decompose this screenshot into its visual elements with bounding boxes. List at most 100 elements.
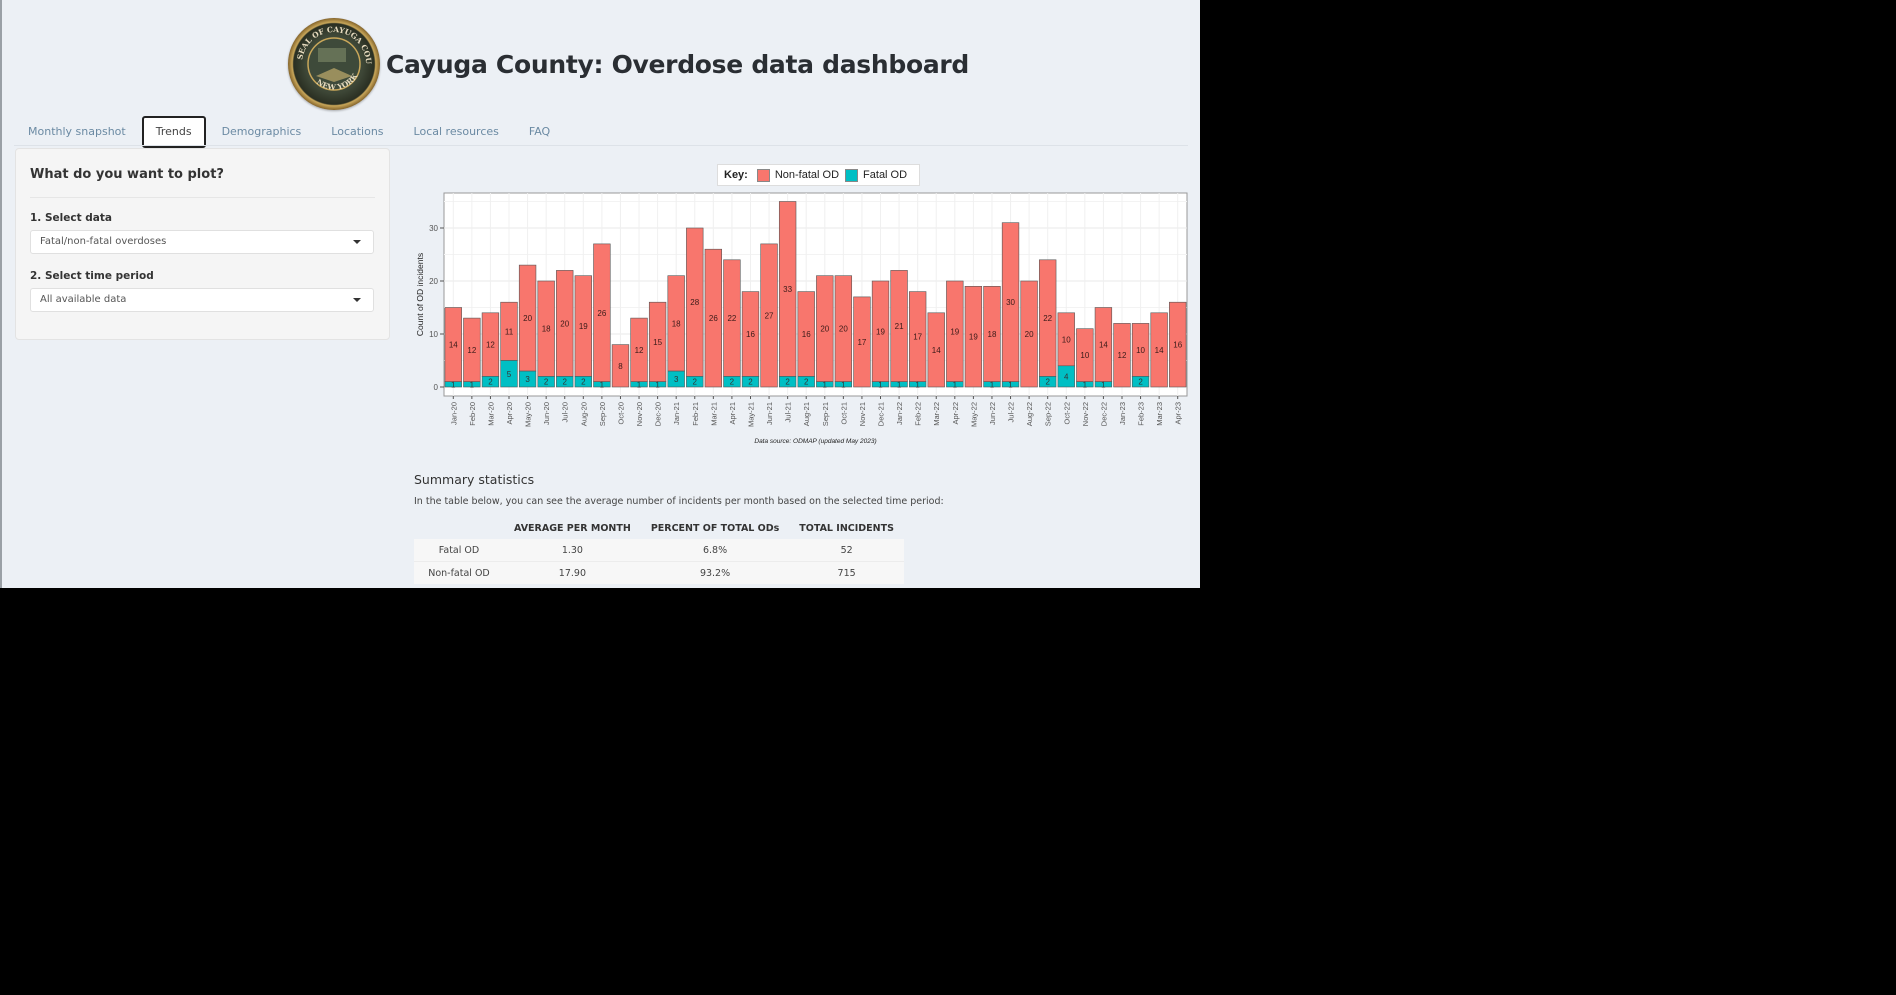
legend-key-label: Key:	[724, 169, 748, 181]
x-tick-label: Jan-20	[449, 402, 458, 425]
bar-value-label: 2	[488, 378, 493, 387]
bar-non-fatal	[964, 286, 983, 388]
bar-value-label: 2	[748, 378, 753, 387]
x-tick-label: Aug-20	[579, 402, 588, 426]
bar-non-fatal	[927, 312, 945, 388]
cell-percent: 6.8%	[640, 539, 790, 562]
panel-divider	[30, 197, 375, 198]
x-tick-label: Apr-21	[728, 402, 737, 425]
main-tabs: Monthly snapshot Trends Demographics Locati…	[14, 116, 566, 148]
bar-value-label: 2	[1138, 378, 1143, 387]
bar-fatal	[574, 376, 592, 388]
x-tick-label: Sep-21	[821, 402, 830, 426]
x-tick-label: Jun-21	[765, 402, 774, 425]
bar-non-fatal	[1020, 280, 1038, 388]
bar-value-label: 5	[507, 370, 512, 379]
bar-value-label: 12	[635, 346, 644, 355]
bar-non-fatal	[853, 296, 871, 388]
bar-value-label: 16	[1173, 341, 1182, 350]
bar-fatal	[778, 376, 797, 388]
bar-value-label: 1	[637, 380, 642, 389]
bar-value-label: 14	[1099, 341, 1108, 350]
bar-value-label: 21	[895, 322, 904, 331]
x-tick-label: Mar-22	[932, 402, 941, 426]
bar-value-label: 1	[953, 380, 958, 389]
bar-value-label: 30	[1006, 298, 1015, 307]
bar-value-label: 17	[913, 333, 922, 342]
select-data-dropdown[interactable]: Fatal/non-fatal overdoses	[30, 230, 374, 254]
chevron-down-icon	[353, 298, 361, 302]
legend-item-fatal: Fatal OD	[863, 169, 908, 181]
plot-area	[443, 192, 1188, 397]
bar-value-label: 1	[841, 380, 846, 389]
bar-value-label: 8	[618, 362, 623, 371]
page-title: Cayuga County: Overdose data dashboard	[386, 49, 970, 79]
bar-fatal	[444, 381, 462, 388]
summary-description: In the table below, you can see the aver…	[414, 496, 944, 507]
bar-non-fatal	[1169, 301, 1187, 388]
col-header-percent: PERCENT OF TOTAL ODs	[640, 517, 790, 539]
bar-value-label: 1	[1008, 380, 1013, 389]
tab-monthly-snapshot[interactable]: Monthly snapshot	[28, 125, 126, 138]
bar-value-label: 12	[1118, 351, 1127, 360]
bar-fatal	[537, 376, 555, 388]
x-tick-label: Sep-20	[598, 402, 607, 426]
x-tick-label: Dec-22	[1099, 402, 1108, 426]
table-header-row: AVERAGE PER MONTH PERCENT OF TOTAL ODs T…	[414, 517, 904, 539]
select-period-value: All available data	[40, 294, 127, 305]
bar-fatal	[463, 381, 481, 388]
bar-value-label: 1	[600, 380, 605, 389]
county-seal-logo: SEAL OF CAYUGA COUNTY NEW YORK	[288, 18, 380, 110]
summary-heading: Summary statistics	[414, 472, 535, 487]
trend-chart: Key: Non-fatal OD Fatal OD 0 10 20 30 Count …	[402, 155, 1200, 455]
bar-value-label: 11	[505, 327, 514, 336]
x-tick-label: May-21	[746, 402, 755, 427]
bar-fatal	[1131, 376, 1150, 388]
bar-value-label: 1	[1101, 380, 1106, 389]
x-tick-label: Feb-23	[1137, 402, 1146, 426]
x-tick-label: Jul-20	[561, 402, 570, 422]
x-tick-label: Oct-21	[839, 402, 848, 425]
bar-value-label: 2	[785, 378, 790, 387]
bar-fatal	[1039, 376, 1057, 388]
bar-value-label: 1	[655, 380, 660, 389]
row-label: Non-fatal OD	[414, 561, 504, 584]
bar-value-label: 20	[523, 314, 532, 323]
bar-value-label: 14	[449, 341, 458, 350]
y-tick-label: 0	[434, 383, 439, 392]
bar-value-label: 27	[765, 311, 774, 320]
bar-fatal	[890, 381, 908, 388]
plot-options-panel: What do you want to plot? 1. Select data…	[15, 148, 390, 340]
chevron-down-icon	[353, 240, 361, 244]
x-tick-label: Jan-21	[672, 402, 681, 425]
bar-value-label: 15	[653, 338, 662, 347]
bar-value-label: 16	[802, 330, 811, 339]
bar-non-fatal	[611, 344, 630, 388]
tab-demographics[interactable]: Demographics	[221, 125, 302, 138]
select-period-dropdown[interactable]: All available data	[30, 288, 374, 312]
tab-local-resources[interactable]: Local resources	[413, 125, 499, 138]
bar-value-label: 22	[1043, 314, 1052, 323]
x-tick-label: Jan-22	[895, 402, 904, 425]
bar-fatal	[797, 376, 815, 388]
x-tick-label: Dec-20	[654, 402, 663, 426]
bar-fatal	[667, 370, 685, 388]
bar-fatal	[723, 376, 741, 388]
legend-item-non-fatal: Non-fatal OD	[774, 169, 840, 181]
bar-value-label: 2	[804, 378, 809, 387]
tab-trends[interactable]: Trends	[141, 116, 206, 148]
bar-fatal	[648, 381, 667, 388]
bar-value-label: 3	[525, 375, 530, 384]
bar-fatal	[909, 381, 927, 388]
col-header-total: TOTAL INCIDENTS	[789, 517, 904, 539]
non-fatal-swatch-icon	[756, 168, 770, 182]
bar-value-label: 10	[1062, 335, 1071, 344]
bar-value-label: 28	[690, 298, 699, 307]
bar-value-label: 1	[470, 380, 475, 389]
bar-value-label: 20	[1025, 330, 1034, 339]
x-tick-label: Jul-22	[1007, 402, 1016, 422]
tab-faq[interactable]: FAQ	[528, 125, 551, 138]
bar-value-label: 20	[820, 325, 829, 334]
bar-value-label: 2	[581, 378, 586, 387]
tab-locations[interactable]: Locations	[331, 125, 384, 138]
